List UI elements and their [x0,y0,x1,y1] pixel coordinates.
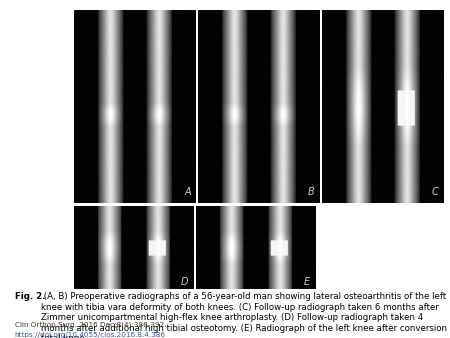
Text: (A, B) Preoperative radiographs of a 56-year-old man showing lateral osteoarthri: (A, B) Preoperative radiographs of a 56-… [41,292,447,338]
Text: https://doi.org/10.4055/cios.2016.8.4.386: https://doi.org/10.4055/cios.2016.8.4.38… [15,332,166,338]
Text: D: D [181,276,189,287]
Text: B: B [308,187,315,197]
Text: C: C [432,187,438,197]
Text: Fig. 2.: Fig. 2. [15,292,45,301]
Text: Clin Orthop Surg. 2016 Dec;8(4):386-392.: Clin Orthop Surg. 2016 Dec;8(4):386-392. [15,322,166,328]
Text: A: A [184,187,191,197]
Text: E: E [304,276,310,287]
